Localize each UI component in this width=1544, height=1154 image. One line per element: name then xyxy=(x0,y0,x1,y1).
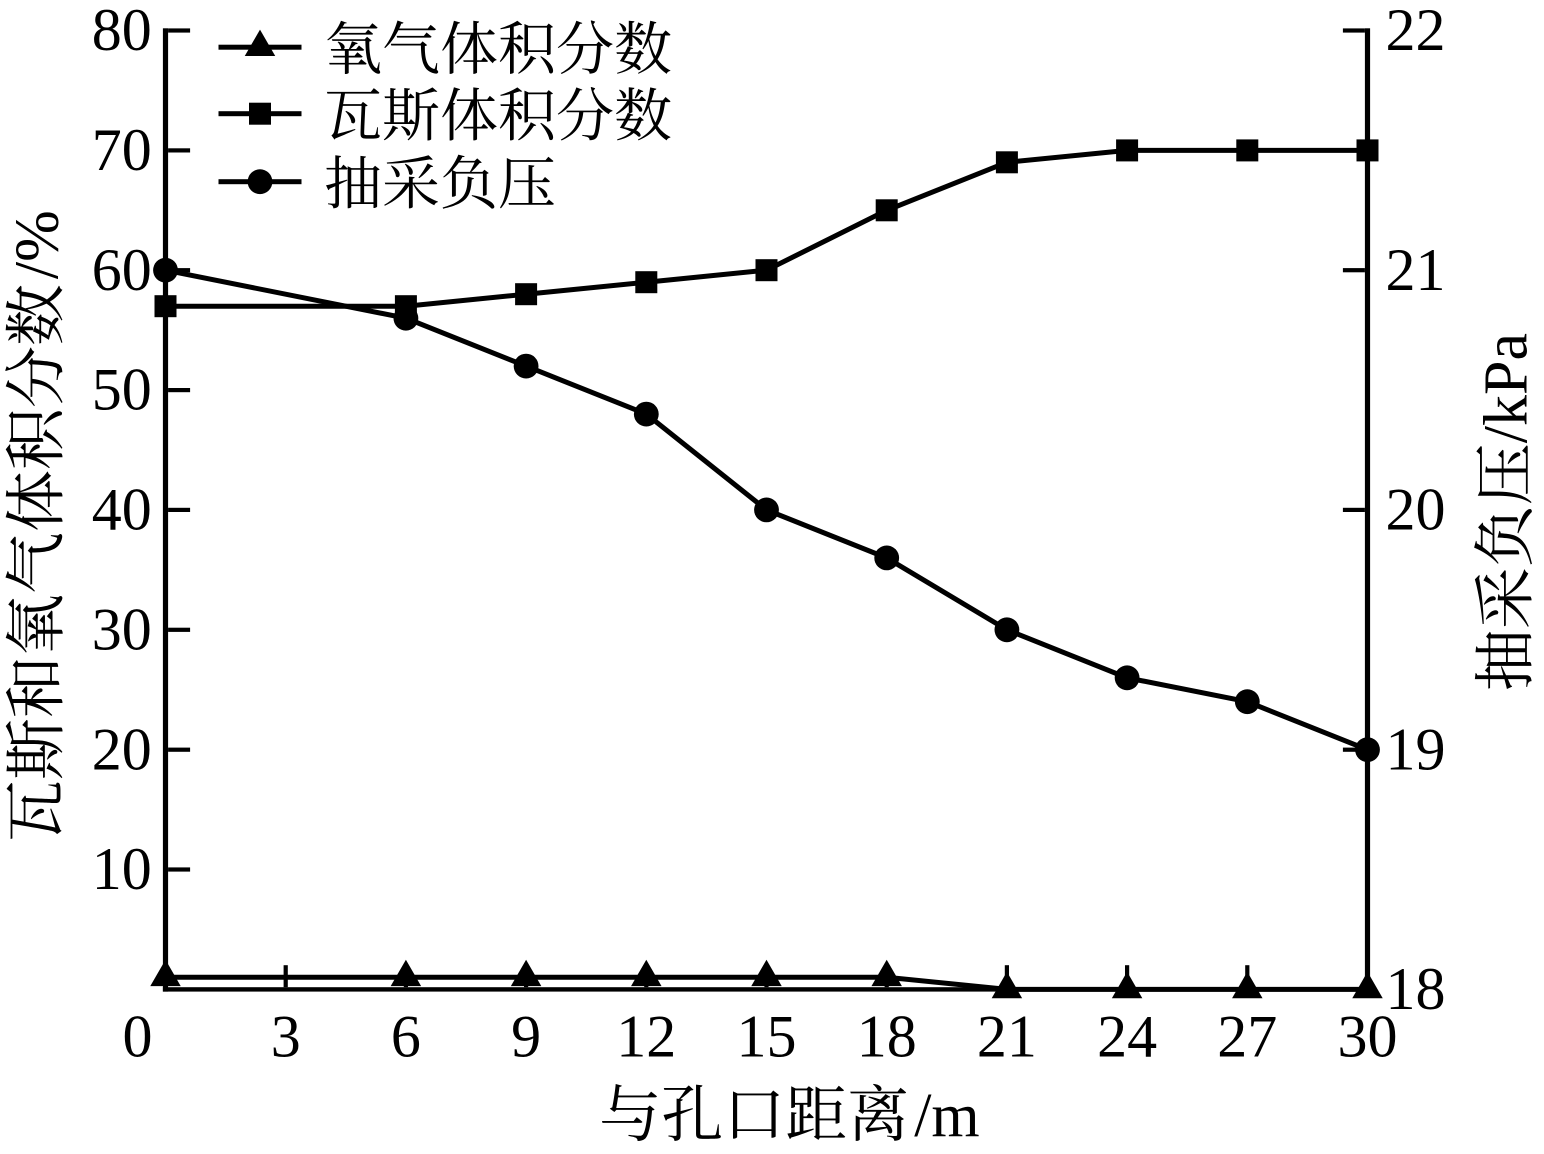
svg-text:40: 40 xyxy=(92,477,152,543)
svg-text:70: 70 xyxy=(92,117,152,183)
svg-text:50: 50 xyxy=(92,357,152,423)
svg-text:/kPa: /kPa xyxy=(1473,333,1541,443)
svg-text:10: 10 xyxy=(92,836,152,902)
svg-text:19: 19 xyxy=(1386,716,1446,782)
svg-text:0: 0 xyxy=(123,1004,153,1070)
svg-text:12: 12 xyxy=(616,1004,676,1070)
svg-text:15: 15 xyxy=(737,1004,797,1070)
svg-text:3: 3 xyxy=(271,1004,301,1070)
svg-text:21: 21 xyxy=(977,1004,1037,1070)
svg-text:20: 20 xyxy=(92,716,152,782)
svg-text:/%: /% xyxy=(4,210,72,279)
svg-text:18: 18 xyxy=(857,1004,917,1070)
svg-text:27: 27 xyxy=(1217,1004,1277,1070)
svg-text:20: 20 xyxy=(1386,477,1446,543)
svg-text:80: 80 xyxy=(92,0,152,63)
svg-text:60: 60 xyxy=(92,237,152,303)
svg-text:30: 30 xyxy=(1338,1004,1398,1070)
svg-text:21: 21 xyxy=(1386,237,1446,303)
svg-text:22: 22 xyxy=(1386,0,1446,63)
svg-text:6: 6 xyxy=(391,1004,421,1070)
svg-text:30: 30 xyxy=(92,597,152,663)
svg-text:18: 18 xyxy=(1386,956,1446,1022)
svg-text:9: 9 xyxy=(511,1004,541,1070)
svg-text:24: 24 xyxy=(1097,1004,1157,1070)
svg-text:/m: /m xyxy=(914,1082,979,1150)
